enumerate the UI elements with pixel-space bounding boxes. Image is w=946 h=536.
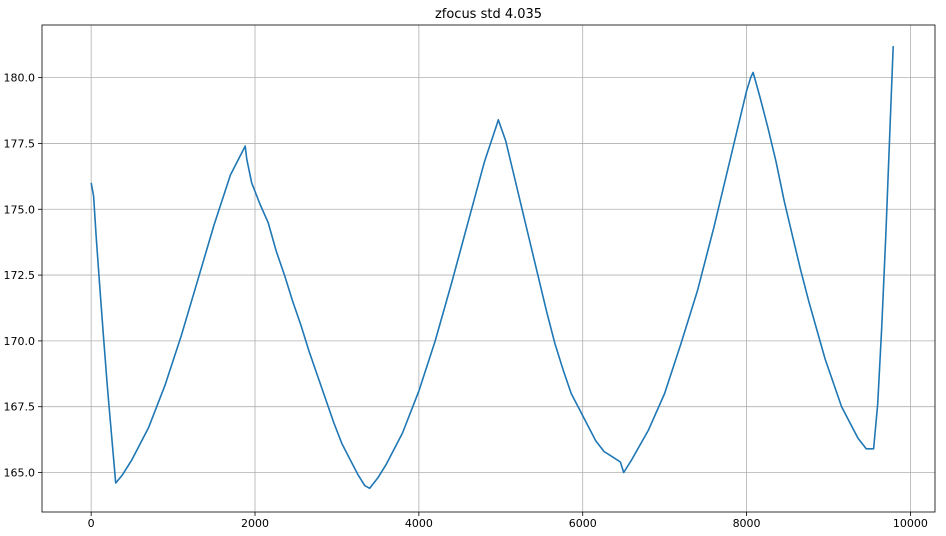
axes-frame: [41, 24, 936, 513]
x-tick-label: 4000: [405, 517, 433, 530]
x-tick-label: 10000: [893, 517, 928, 530]
y-tick-label: 165.0: [4, 467, 36, 480]
y-tick-label: 175.0: [4, 203, 36, 216]
x-tick-label: 2000: [241, 517, 269, 530]
y-tick-label: 180.0: [4, 72, 36, 85]
grid-layer: [42, 25, 935, 512]
x-tick-label: 8000: [733, 517, 761, 530]
chart-title: zfocus std 4.035: [435, 7, 542, 22]
y-tick-label: 172.5: [4, 269, 36, 282]
y-tick-label: 170.0: [4, 335, 36, 348]
y-axis: 165.0 167.5 170.0 172.5 175.0 177.5 180.0: [4, 72, 42, 480]
x-axis: 0 2000 4000 6000 8000 10000: [88, 512, 928, 530]
y-tick-label: 177.5: [4, 137, 36, 150]
y-tick-label: 167.5: [4, 401, 36, 414]
x-tick-label: 6000: [569, 517, 597, 530]
series-layer: [90, 46, 894, 490]
x-tick-label: 0: [88, 517, 95, 530]
series-line: [90, 46, 894, 490]
